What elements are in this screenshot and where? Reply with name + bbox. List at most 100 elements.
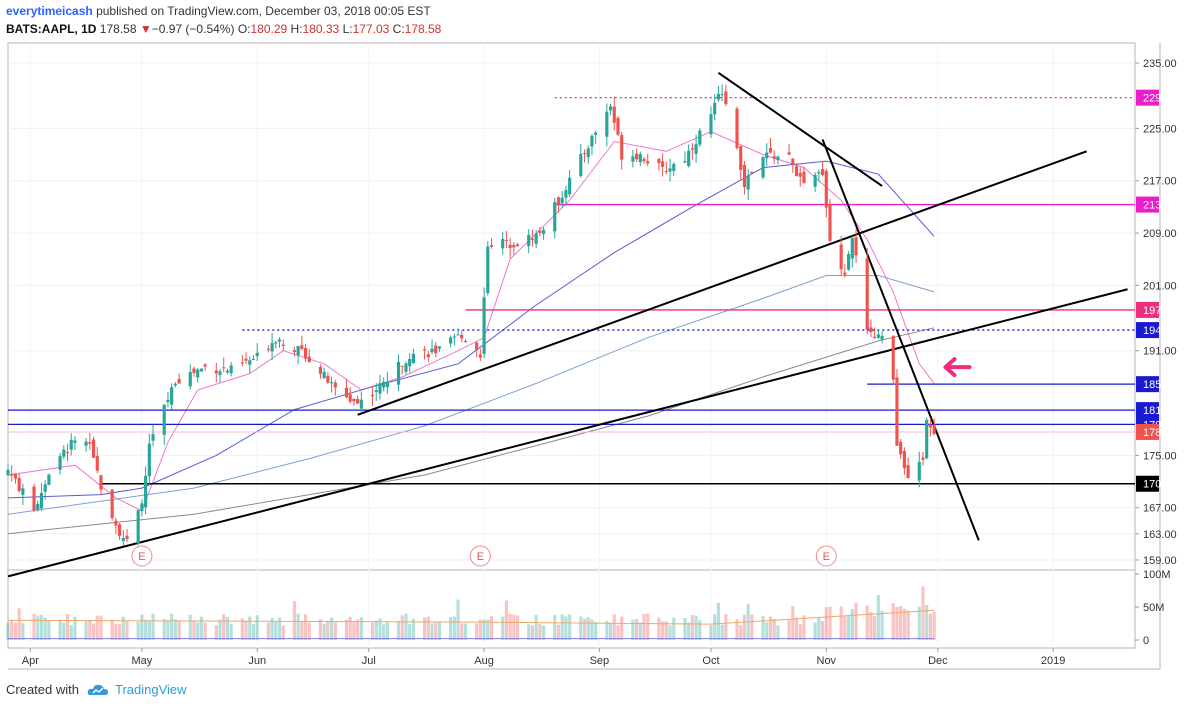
candle-body (88, 442, 92, 444)
candle-body (582, 153, 587, 155)
author-name[interactable]: everytimeicash (6, 4, 93, 18)
y-tick-label: 209.00 (1143, 228, 1177, 240)
candle-body (17, 477, 21, 491)
candle-body (99, 475, 103, 490)
volume-bar (489, 616, 494, 640)
close-label: C: (392, 22, 405, 36)
candle-body (277, 339, 282, 342)
open-value: 180.29 (250, 22, 288, 36)
candle-body (330, 382, 334, 384)
volume-bar (333, 622, 337, 640)
open-label: O: (237, 22, 251, 36)
volume-bar (713, 614, 717, 640)
candle-body (668, 168, 672, 172)
volume-bar (564, 616, 568, 640)
candle-body (515, 244, 520, 246)
volume-bar (847, 616, 851, 640)
moving-averages (7, 131, 935, 535)
candle-body (813, 174, 817, 187)
candle-body (144, 475, 148, 508)
trendline (717, 71, 883, 187)
volume-bar (318, 619, 323, 640)
candle-body (869, 327, 873, 333)
candle-body (84, 441, 88, 446)
candle-body (400, 365, 404, 367)
volume-bar (750, 614, 754, 640)
candle-body (824, 170, 828, 208)
volume-bar (352, 622, 356, 640)
moving-average-line (7, 131, 935, 512)
candle-body (121, 538, 125, 541)
candle-body (486, 246, 490, 294)
volume-bar (188, 614, 192, 640)
volume-bar (13, 622, 18, 640)
volume-bar (687, 622, 691, 640)
footer: Created with TradingView (6, 682, 187, 697)
price-level-label: 229.70 (1143, 93, 1177, 105)
candle-body (58, 456, 62, 470)
volume-bar (281, 625, 285, 640)
candle-body (579, 153, 583, 176)
candle-body (225, 370, 230, 373)
volume-bar (370, 622, 375, 640)
candle-body (214, 370, 218, 374)
volume-bar (631, 619, 635, 640)
volume-bar (839, 606, 843, 640)
grid-lines (8, 43, 1135, 648)
volume-bar (608, 623, 613, 640)
volume-bar (359, 617, 363, 640)
volume-bar (798, 624, 802, 640)
candle-body (527, 234, 531, 247)
volume-bar (32, 613, 36, 640)
candle-body (873, 336, 877, 338)
candle-body (95, 456, 99, 471)
y-tick-label: 225.00 (1143, 123, 1177, 135)
candle-body (928, 424, 933, 428)
volume-bar (501, 616, 505, 640)
candle-body (344, 387, 349, 398)
candle-body (125, 535, 129, 540)
volume-bar (10, 620, 14, 640)
volume-bar (646, 613, 650, 640)
volume-bar (170, 613, 174, 640)
volume-bar (672, 617, 676, 640)
tradingview-logo[interactable]: TradingView (87, 682, 187, 697)
x-tick-label: Dec (928, 655, 948, 667)
candle-body (240, 362, 244, 364)
candle-body (322, 371, 326, 379)
volume-bar (928, 613, 933, 640)
candle-body (118, 524, 122, 536)
candle-body (530, 238, 535, 240)
volume-bar (742, 614, 747, 640)
volume-bar (873, 616, 877, 640)
candle-body (404, 363, 408, 372)
volume-bar (530, 625, 535, 640)
volume-bar (579, 616, 583, 640)
volume-bar (99, 615, 103, 640)
candle-body (761, 156, 765, 178)
candle-body (891, 336, 895, 380)
volume-bar (166, 620, 170, 640)
price-level-label: 181.92 (1143, 405, 1177, 417)
x-tick-label: Oct (702, 655, 719, 667)
candle-body (605, 111, 609, 137)
candle-body (880, 335, 884, 340)
volume-bar (88, 619, 92, 640)
volume-bar (69, 625, 73, 640)
candle-body (932, 424, 936, 434)
candle-body (661, 161, 665, 167)
volume-bar (225, 616, 230, 640)
volume-bar (382, 624, 386, 640)
candles[interactable] (6, 84, 936, 546)
volume-bar (486, 619, 490, 640)
volume-bar (274, 621, 278, 640)
volume-bar (724, 614, 728, 640)
volume-bar (620, 616, 624, 640)
volume-bar (538, 624, 542, 640)
candle-body (244, 358, 248, 361)
candle-body (608, 106, 613, 111)
volume-bar (869, 612, 873, 640)
candle-body (300, 345, 304, 350)
price-level-label: 170.66 (1143, 479, 1177, 491)
